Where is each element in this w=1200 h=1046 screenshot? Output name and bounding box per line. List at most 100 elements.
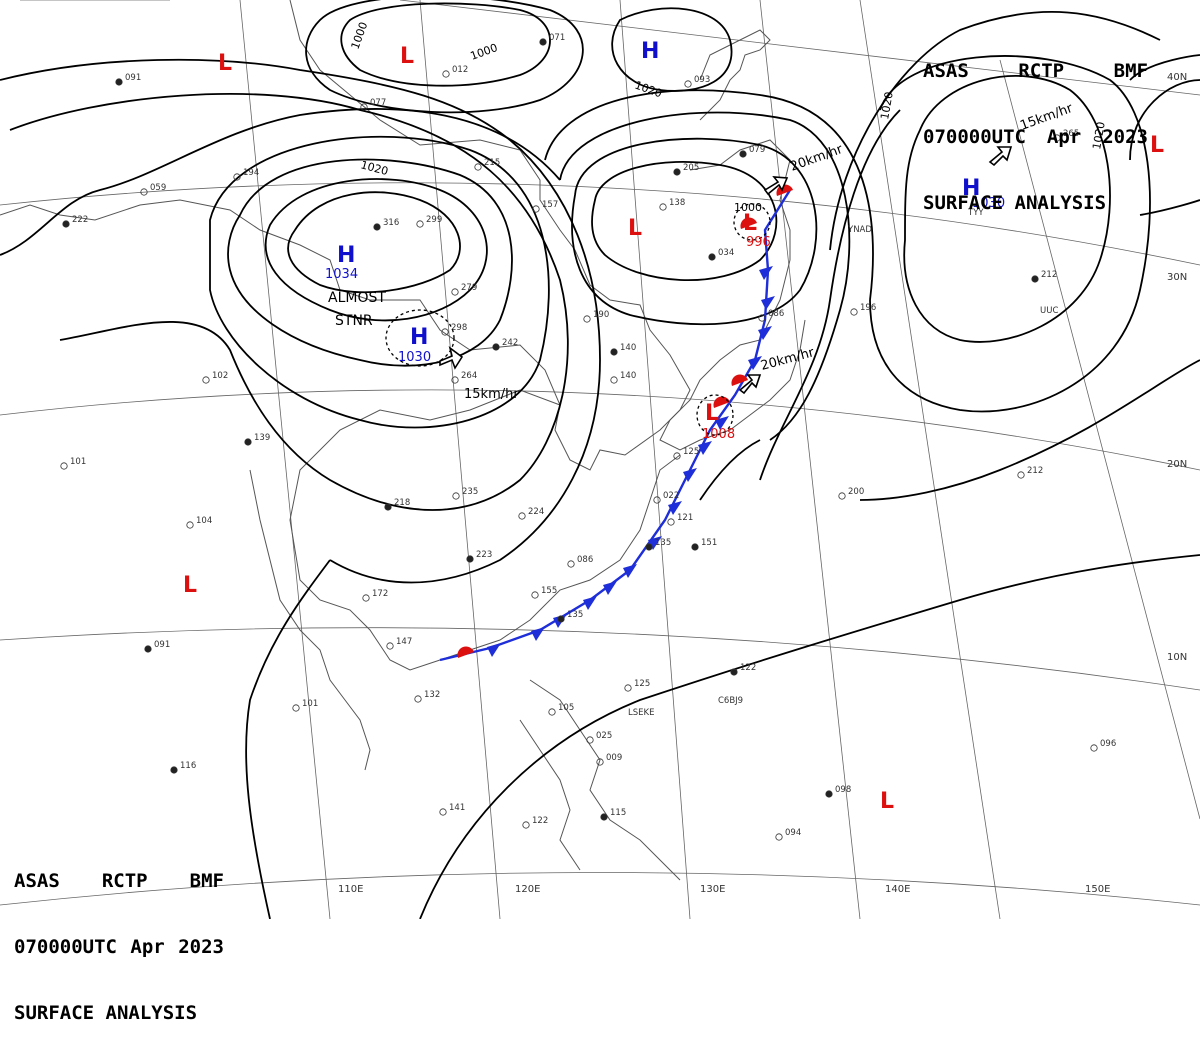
- station-pressure: 151: [701, 538, 717, 548]
- station-plot: 101: [292, 699, 318, 712]
- station-plot: 151: [691, 538, 717, 551]
- header-year: 2023: [1102, 126, 1148, 148]
- station-plot: 125: [624, 679, 650, 692]
- station-pressure: 140: [620, 371, 636, 381]
- motion-arrow: [763, 176, 789, 196]
- isobar: [9, 93, 569, 511]
- station-pressure: 222: [72, 215, 88, 225]
- header-month: Apr: [130, 936, 165, 958]
- station-pressure: 224: [528, 507, 544, 517]
- high-symbol: H: [962, 176, 980, 201]
- ship-id: TYY: [967, 208, 984, 218]
- station-circle: [838, 492, 846, 500]
- station-circle: [144, 645, 152, 653]
- station-circle: [825, 790, 833, 798]
- station-plot: 012: [442, 65, 468, 78]
- cold-front-triangle: [668, 501, 682, 515]
- low-symbol: L: [218, 51, 232, 76]
- header-title: SURFACE ANALYSIS: [14, 1002, 198, 1024]
- header-title: SURFACE ANALYSIS: [923, 192, 1107, 214]
- isobar: [0, 58, 601, 584]
- isobar: [869, 55, 1151, 413]
- station-plot: 299: [416, 215, 442, 228]
- station-pressure: 316: [383, 218, 399, 228]
- station-pressure: 125: [683, 447, 699, 457]
- low-value: 1008: [702, 427, 735, 442]
- station-circle: [531, 591, 539, 599]
- station-circle: [170, 766, 178, 774]
- station-plot: 025: [586, 731, 612, 744]
- isobar-label: 1020: [878, 91, 896, 121]
- center-ring: [385, 309, 455, 367]
- isobar: [611, 7, 733, 92]
- cold-front-triangle: [531, 627, 545, 641]
- high-symbol: H: [410, 325, 428, 350]
- station-circle: [466, 555, 474, 563]
- low-value: 996: [746, 235, 771, 250]
- station-circle: [202, 376, 210, 384]
- station-circle: [596, 758, 604, 766]
- station-circle: [60, 462, 68, 470]
- header-center: RCTP: [1018, 60, 1065, 82]
- station-plot: 022: [653, 491, 679, 504]
- grid-labels: 110E 120E 130E 140E 150E 40N 30N 20N 10N: [338, 72, 1187, 895]
- station-pressure: 157: [542, 200, 558, 210]
- station-pressure: 235: [462, 487, 478, 497]
- header-agency: ASAS: [923, 60, 969, 82]
- lat-label: 20N: [1167, 459, 1187, 470]
- station-plot: 093: [684, 75, 710, 88]
- station-pressure: 132: [424, 690, 440, 700]
- station-plot: 138: [659, 198, 685, 211]
- station-plot: 122: [730, 663, 756, 676]
- station-circle: [739, 150, 747, 158]
- station-circle: [758, 314, 766, 322]
- isobar: [829, 11, 1161, 251]
- motion-speed: 20km/hr: [759, 345, 816, 374]
- station-pressure: 102: [212, 371, 228, 381]
- lon-label: 110E: [338, 884, 363, 895]
- station-plot: 196: [850, 303, 876, 316]
- header-time: 070000UTC: [923, 126, 1026, 148]
- isobar: [209, 135, 550, 429]
- station-pressure: 086: [768, 309, 784, 319]
- station-pressure: 141: [449, 803, 465, 813]
- station-pressure: 091: [154, 640, 170, 650]
- isobar: [0, 108, 561, 256]
- header-center: RCTP: [101, 870, 148, 892]
- station-plot: 115: [600, 808, 626, 821]
- station-plot: 264: [451, 371, 477, 384]
- center-note: STNR: [335, 313, 373, 329]
- station-pressure: 264: [461, 371, 477, 381]
- station-pressure: 125: [634, 679, 650, 689]
- station-pressure: 079: [749, 145, 765, 155]
- station-pressure: 147: [396, 637, 412, 647]
- station-circle: [186, 521, 194, 529]
- cold-front-triangle: [683, 468, 697, 482]
- station-plot: 086: [758, 309, 784, 322]
- station-plot: 141: [439, 803, 465, 816]
- station-pressure: 059: [150, 183, 166, 193]
- warm-front-bump: [740, 217, 757, 229]
- station-pressure: 098: [835, 785, 851, 795]
- station-pressure: 025: [596, 731, 612, 741]
- station-circle: [667, 518, 675, 526]
- station-plot: 190: [583, 310, 609, 323]
- station-circle: [610, 348, 618, 356]
- station-pressure: 139: [254, 433, 270, 443]
- stationary-front: [439, 184, 793, 662]
- station-plot: 116: [170, 761, 196, 774]
- station-pressure: 299: [426, 215, 442, 225]
- station-circle: [518, 512, 526, 520]
- lat-label: 10N: [1167, 652, 1187, 663]
- cold-front-triangle: [623, 564, 637, 578]
- isobar: [287, 191, 461, 294]
- station-plot: 215: [474, 158, 500, 171]
- station-circle: [451, 376, 459, 384]
- station-plot: 140: [610, 371, 636, 384]
- station-circle: [557, 615, 565, 623]
- motion-arrow: [988, 146, 1013, 167]
- station-plot: 212: [1031, 270, 1057, 283]
- station-pressure: 122: [532, 816, 548, 826]
- header-agency: ASAS: [14, 870, 60, 892]
- station-pressure: 172: [372, 589, 388, 599]
